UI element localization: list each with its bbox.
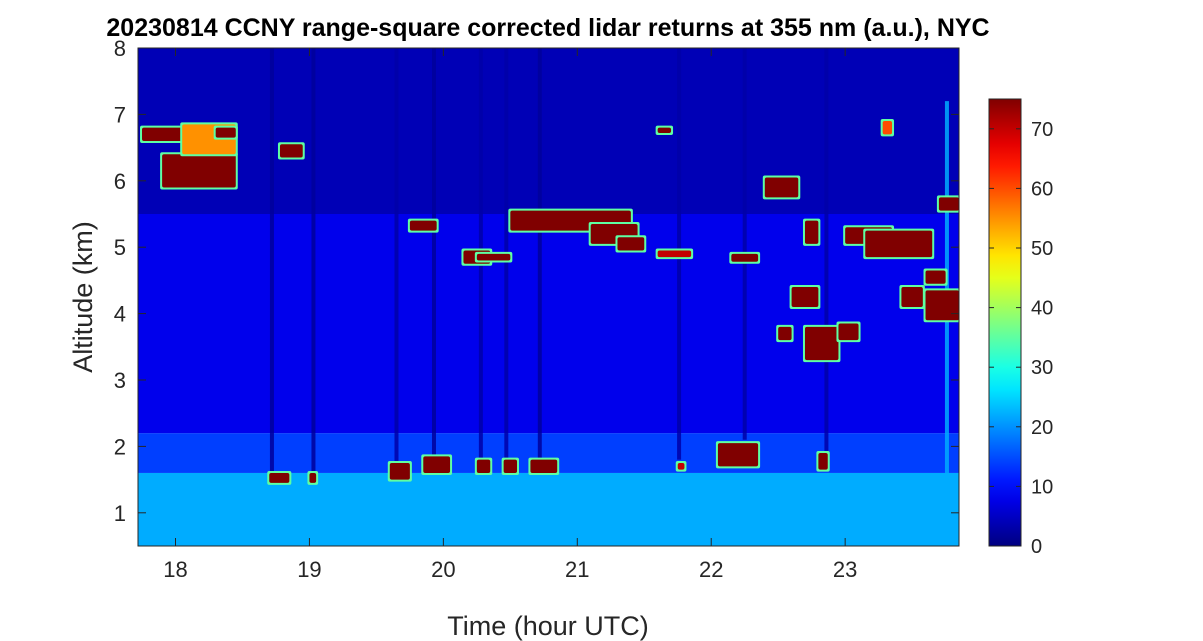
vertical-streak	[944, 101, 949, 546]
vertical-streak	[431, 48, 436, 460]
background-layers	[138, 48, 959, 546]
x-tick-label: 18	[163, 557, 187, 582]
colorbar-tick-label: 30	[1031, 357, 1053, 379]
cloud-feature	[677, 463, 685, 470]
cloud-feature	[731, 253, 759, 262]
cloud-feature	[476, 253, 511, 261]
vertical-streak	[311, 48, 316, 473]
cloud-feature	[162, 154, 236, 188]
colorbar-tick-label: 70	[1031, 119, 1053, 141]
cloud-feature	[503, 459, 518, 473]
cloud-feature	[804, 326, 839, 361]
cloud-feature	[838, 323, 859, 341]
cloud-feature	[882, 121, 893, 135]
cloud-feature	[717, 443, 759, 467]
plot-area	[138, 48, 959, 546]
cloud-feature	[530, 459, 558, 473]
cloud-feature	[409, 220, 437, 231]
vertical-streak	[537, 48, 542, 460]
vertical-streak	[394, 48, 399, 473]
y-axis-ticks: 1 2 3 4 5 6 7 8	[114, 36, 959, 526]
y-tick-label: 8	[114, 36, 126, 61]
cloud-feature	[423, 456, 451, 473]
vertical-streak	[269, 48, 274, 473]
cloud-features	[140, 119, 959, 485]
y-tick-label: 3	[114, 368, 126, 393]
x-tick-label: 22	[699, 557, 723, 582]
y-tick-label: 5	[114, 235, 126, 260]
colorbar-tick-label: 10	[1031, 476, 1053, 498]
cloud-feature	[389, 463, 410, 480]
x-tick-label: 23	[833, 557, 857, 582]
cloud-feature	[215, 127, 236, 138]
cloud-feature	[938, 197, 959, 211]
x-tick-label: 20	[431, 557, 455, 582]
cloud-feature	[476, 459, 491, 473]
x-axis-ticks: 18 19 20 21 22 23	[163, 48, 857, 582]
plot-frame	[137, 47, 960, 547]
colorbar-tick-label: 20	[1031, 417, 1053, 439]
vertical-streak	[824, 48, 829, 454]
colorbar-tick-label: 50	[1031, 238, 1053, 260]
cloud-feature	[925, 270, 946, 284]
cloud-feature	[778, 326, 792, 341]
colorbar	[988, 98, 1022, 547]
cloud-feature	[279, 144, 303, 158]
background-region	[138, 214, 959, 434]
cloud-feature	[818, 453, 828, 470]
cloud-feature	[657, 250, 692, 258]
cloud-feature	[309, 472, 317, 483]
chart-title: 20230814 CCNY range-square corrected lid…	[106, 14, 989, 42]
colorbar-ticks: 0 10 20 30 40 50 60 70	[989, 119, 1053, 558]
colorbar-tick-label: 60	[1031, 178, 1053, 200]
x-tick-label: 19	[297, 557, 321, 582]
background-region	[138, 48, 959, 214]
cloud-feature	[925, 290, 959, 321]
y-axis-label: Altitude (km)	[68, 221, 98, 373]
y-tick-label: 1	[114, 501, 126, 526]
colorbar-tick-label: 0	[1031, 536, 1042, 558]
cloud-feature	[791, 287, 819, 307]
vertical-streak	[742, 48, 747, 440]
x-axis-label: Time (hour UTC)	[447, 611, 649, 641]
y-tick-label: 4	[114, 302, 126, 327]
cloud-feature	[142, 127, 183, 141]
cloud-feature	[865, 230, 933, 258]
cloud-feature	[901, 287, 923, 307]
cloud-feature	[764, 177, 799, 198]
background-region	[138, 472, 959, 546]
y-tick-label: 2	[114, 434, 126, 459]
cloud-feature	[269, 472, 290, 483]
colorbar-tick-label: 40	[1031, 298, 1053, 320]
cloud-feature	[657, 127, 672, 133]
x-tick-label: 21	[565, 557, 589, 582]
y-tick-label: 7	[114, 102, 126, 127]
y-tick-label: 6	[114, 169, 126, 194]
cloud-feature	[617, 237, 645, 251]
cloud-feature	[804, 220, 819, 244]
